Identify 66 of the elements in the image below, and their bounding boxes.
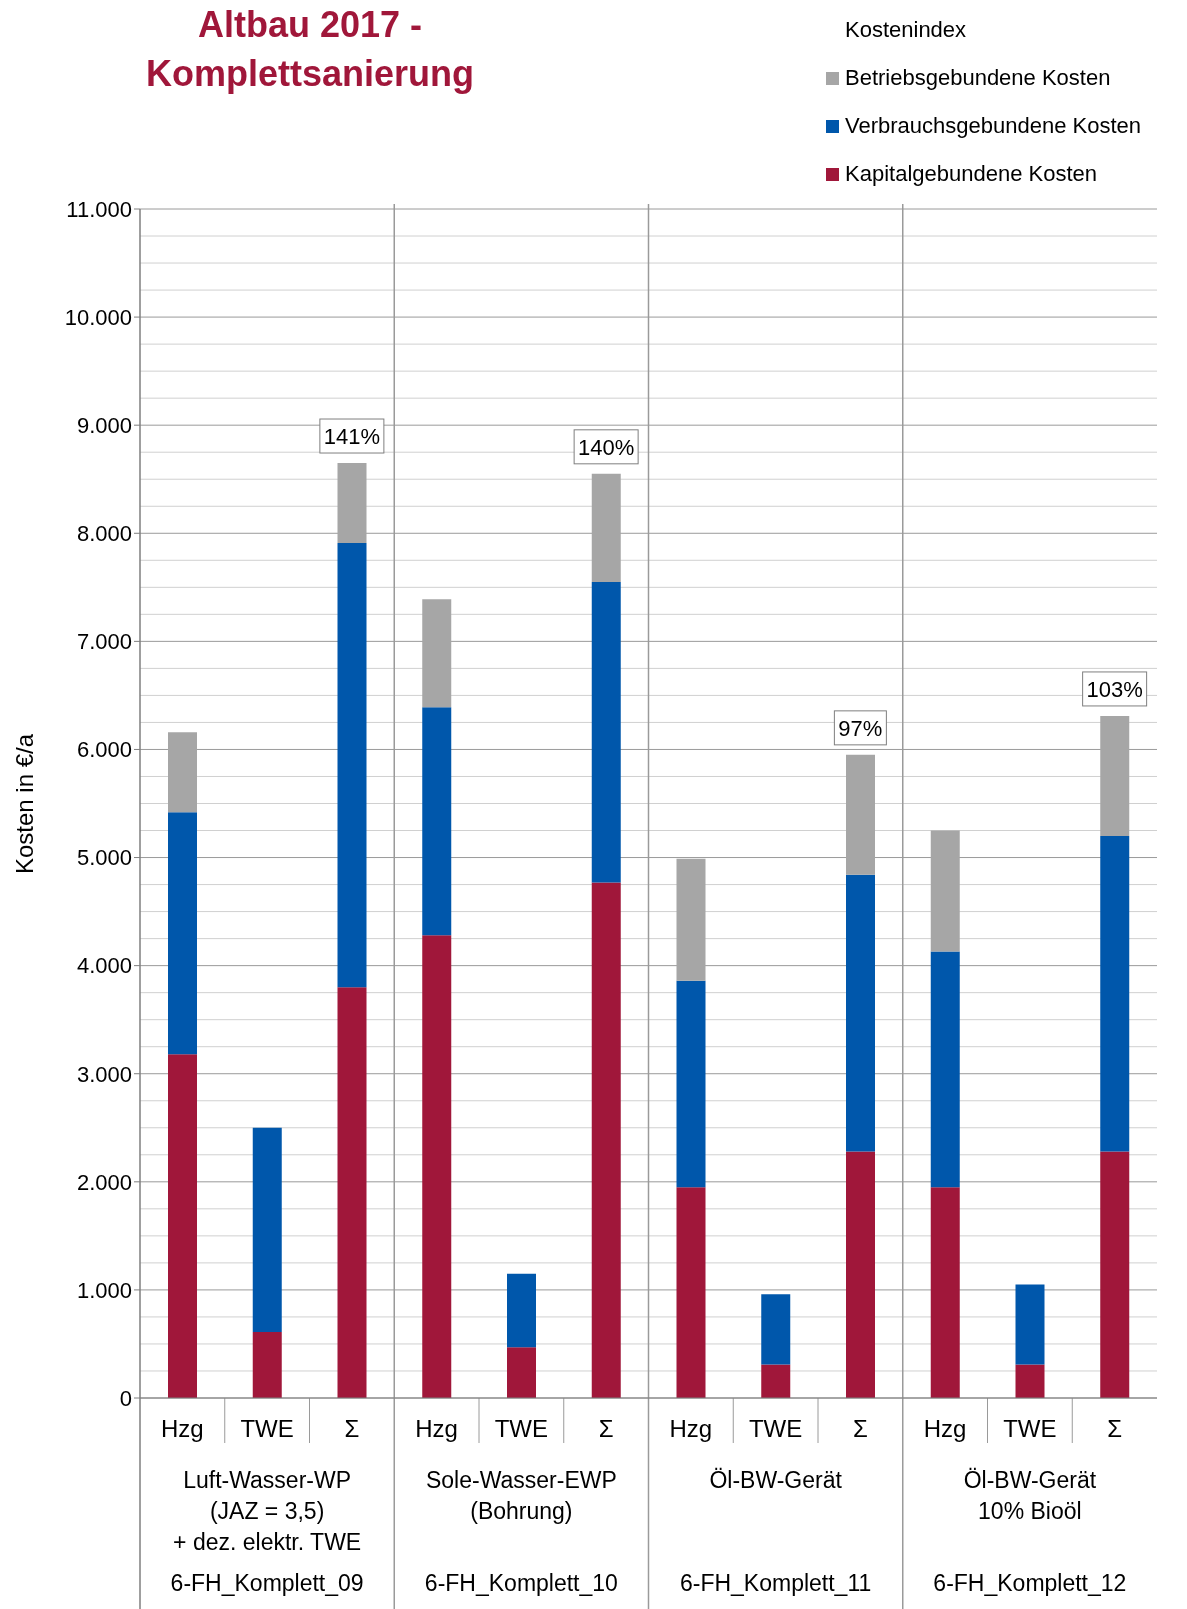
x-tick-label: Hzg: [923, 1415, 967, 1443]
x-tick-label: TWE: [494, 1415, 549, 1443]
bar: [422, 935, 452, 1398]
bar: [761, 1364, 791, 1398]
bar: [676, 980, 706, 1188]
text: 6-FH_Komplett_10: [423, 1569, 619, 1598]
text: 6-FH_Komplett_12: [932, 1569, 1128, 1598]
bar: [1015, 1364, 1045, 1398]
x-tick-label: Hzg: [415, 1415, 458, 1443]
x-tick-label: TWE: [748, 1415, 803, 1443]
bar: [846, 1151, 875, 1398]
bar: [422, 707, 452, 936]
legend-title: Kostenindex: [844, 16, 968, 44]
x-tick-label: Σ: [344, 1415, 360, 1443]
bar: [337, 543, 367, 988]
annotation: 140%: [577, 434, 635, 460]
bar: [846, 874, 875, 1152]
bar: [591, 581, 621, 883]
text: Luft-Wasser-WP (JAZ = 3,5) + dez. elektr. TWE: [172, 1466, 363, 1557]
bar: [591, 882, 621, 1398]
x-tick-label: Σ: [598, 1415, 614, 1443]
bar: [1100, 835, 1130, 1152]
text: 6-FH_Komplett_09: [169, 1569, 365, 1598]
bar: [507, 1347, 536, 1398]
bar: [761, 1294, 791, 1365]
text: Öl-BW-Gerät: [708, 1466, 843, 1495]
x-tick-label: Σ: [852, 1415, 868, 1443]
bar: [507, 1273, 536, 1348]
x-tick-label: TWE: [240, 1415, 294, 1443]
legend-label: Kapitalgebundene Kosten: [844, 160, 1098, 188]
y-axis-title: Kosten in €/a: [11, 733, 39, 874]
bar: [168, 1054, 197, 1398]
text: 6-FH_Komplett_11: [678, 1569, 873, 1598]
y-tick-label: 2.000: [76, 1169, 132, 1195]
bar: [337, 987, 367, 1398]
y-tick-label: 6.000: [76, 737, 132, 763]
bar: [252, 1127, 282, 1333]
y-tick-label: 11.000: [66, 196, 132, 222]
text: Öl-BW-Gerät 10% Bioöl: [962, 1466, 1098, 1526]
bar: [676, 1187, 706, 1398]
annotation: 103%: [1086, 676, 1143, 702]
bar: [1015, 1284, 1045, 1365]
text: Sole-Wasser-EWP (Bohrung): [424, 1466, 618, 1526]
x-tick-label: Σ: [1107, 1415, 1123, 1443]
bar: [252, 1332, 282, 1398]
y-tick-label: 3.000: [76, 1061, 132, 1087]
x-tick-label: Hzg: [161, 1415, 204, 1443]
bar: [168, 812, 197, 1055]
x-tick-label: Hzg: [669, 1415, 713, 1443]
legend-label: Verbrauchsgebundene Kosten: [844, 112, 1142, 140]
bar: [930, 1187, 960, 1398]
x-tick-label: TWE: [1003, 1415, 1057, 1443]
y-tick-label: 0: [119, 1385, 132, 1411]
bar: [1100, 1151, 1130, 1398]
annotation: 141%: [323, 424, 381, 450]
annotation: 97%: [838, 715, 883, 741]
chart-title: Altbau 2017 - Komplettsanierung: [145, 3, 475, 96]
y-tick-label: 7.000: [76, 629, 132, 655]
bar: [930, 951, 960, 1188]
y-tick-label: 9.000: [76, 412, 132, 438]
y-tick-label: 10.000: [64, 304, 132, 330]
y-tick-label: 8.000: [76, 521, 132, 547]
y-tick-label: 1.000: [76, 1277, 132, 1303]
legend-label: Betriebsgebundene Kosten: [844, 64, 1112, 92]
y-tick-label: 5.000: [76, 845, 132, 871]
y-tick-label: 4.000: [76, 953, 132, 979]
